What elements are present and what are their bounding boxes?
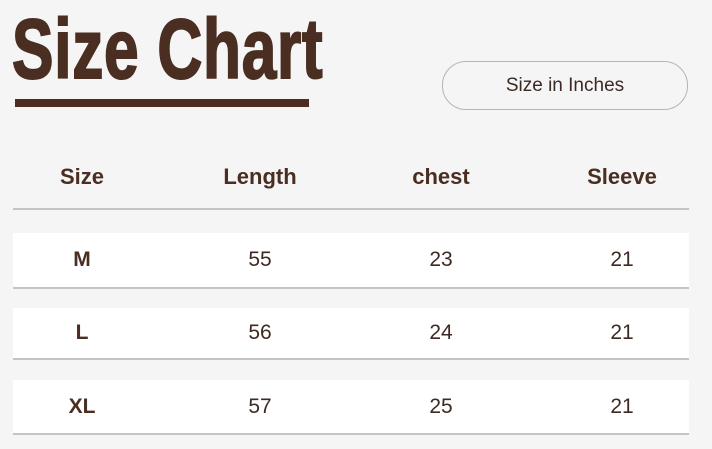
cell-size: L <box>75 321 89 344</box>
table-row: M 55 23 21 <box>13 233 689 289</box>
header-chest: chest <box>412 164 470 189</box>
table-header: Size Length chest Sleeve <box>13 158 689 198</box>
cell-sleeve: 21 <box>610 248 634 271</box>
cell-size: M <box>73 248 91 271</box>
cell-chest: 24 <box>429 321 453 344</box>
table-row: XL 57 25 21 <box>13 380 689 435</box>
cell-sleeve: 21 <box>610 394 634 418</box>
unit-badge: Size in Inches <box>442 61 688 110</box>
cell-length: 55 <box>248 248 272 271</box>
cell-length: 56 <box>248 321 272 344</box>
cell-chest: 25 <box>429 394 453 418</box>
header-divider <box>13 208 689 210</box>
table-row: L 56 24 21 <box>13 308 689 360</box>
header-sleeve: Sleeve <box>587 164 657 189</box>
cell-sleeve: 21 <box>610 321 634 344</box>
header-size: Size <box>59 164 105 189</box>
title-underline <box>15 99 309 107</box>
cell-size: XL <box>68 394 96 418</box>
page-title: Size Chart <box>11 2 324 96</box>
cell-chest: 23 <box>429 248 453 271</box>
header-length: Length <box>223 164 297 189</box>
cell-length: 57 <box>248 394 272 418</box>
